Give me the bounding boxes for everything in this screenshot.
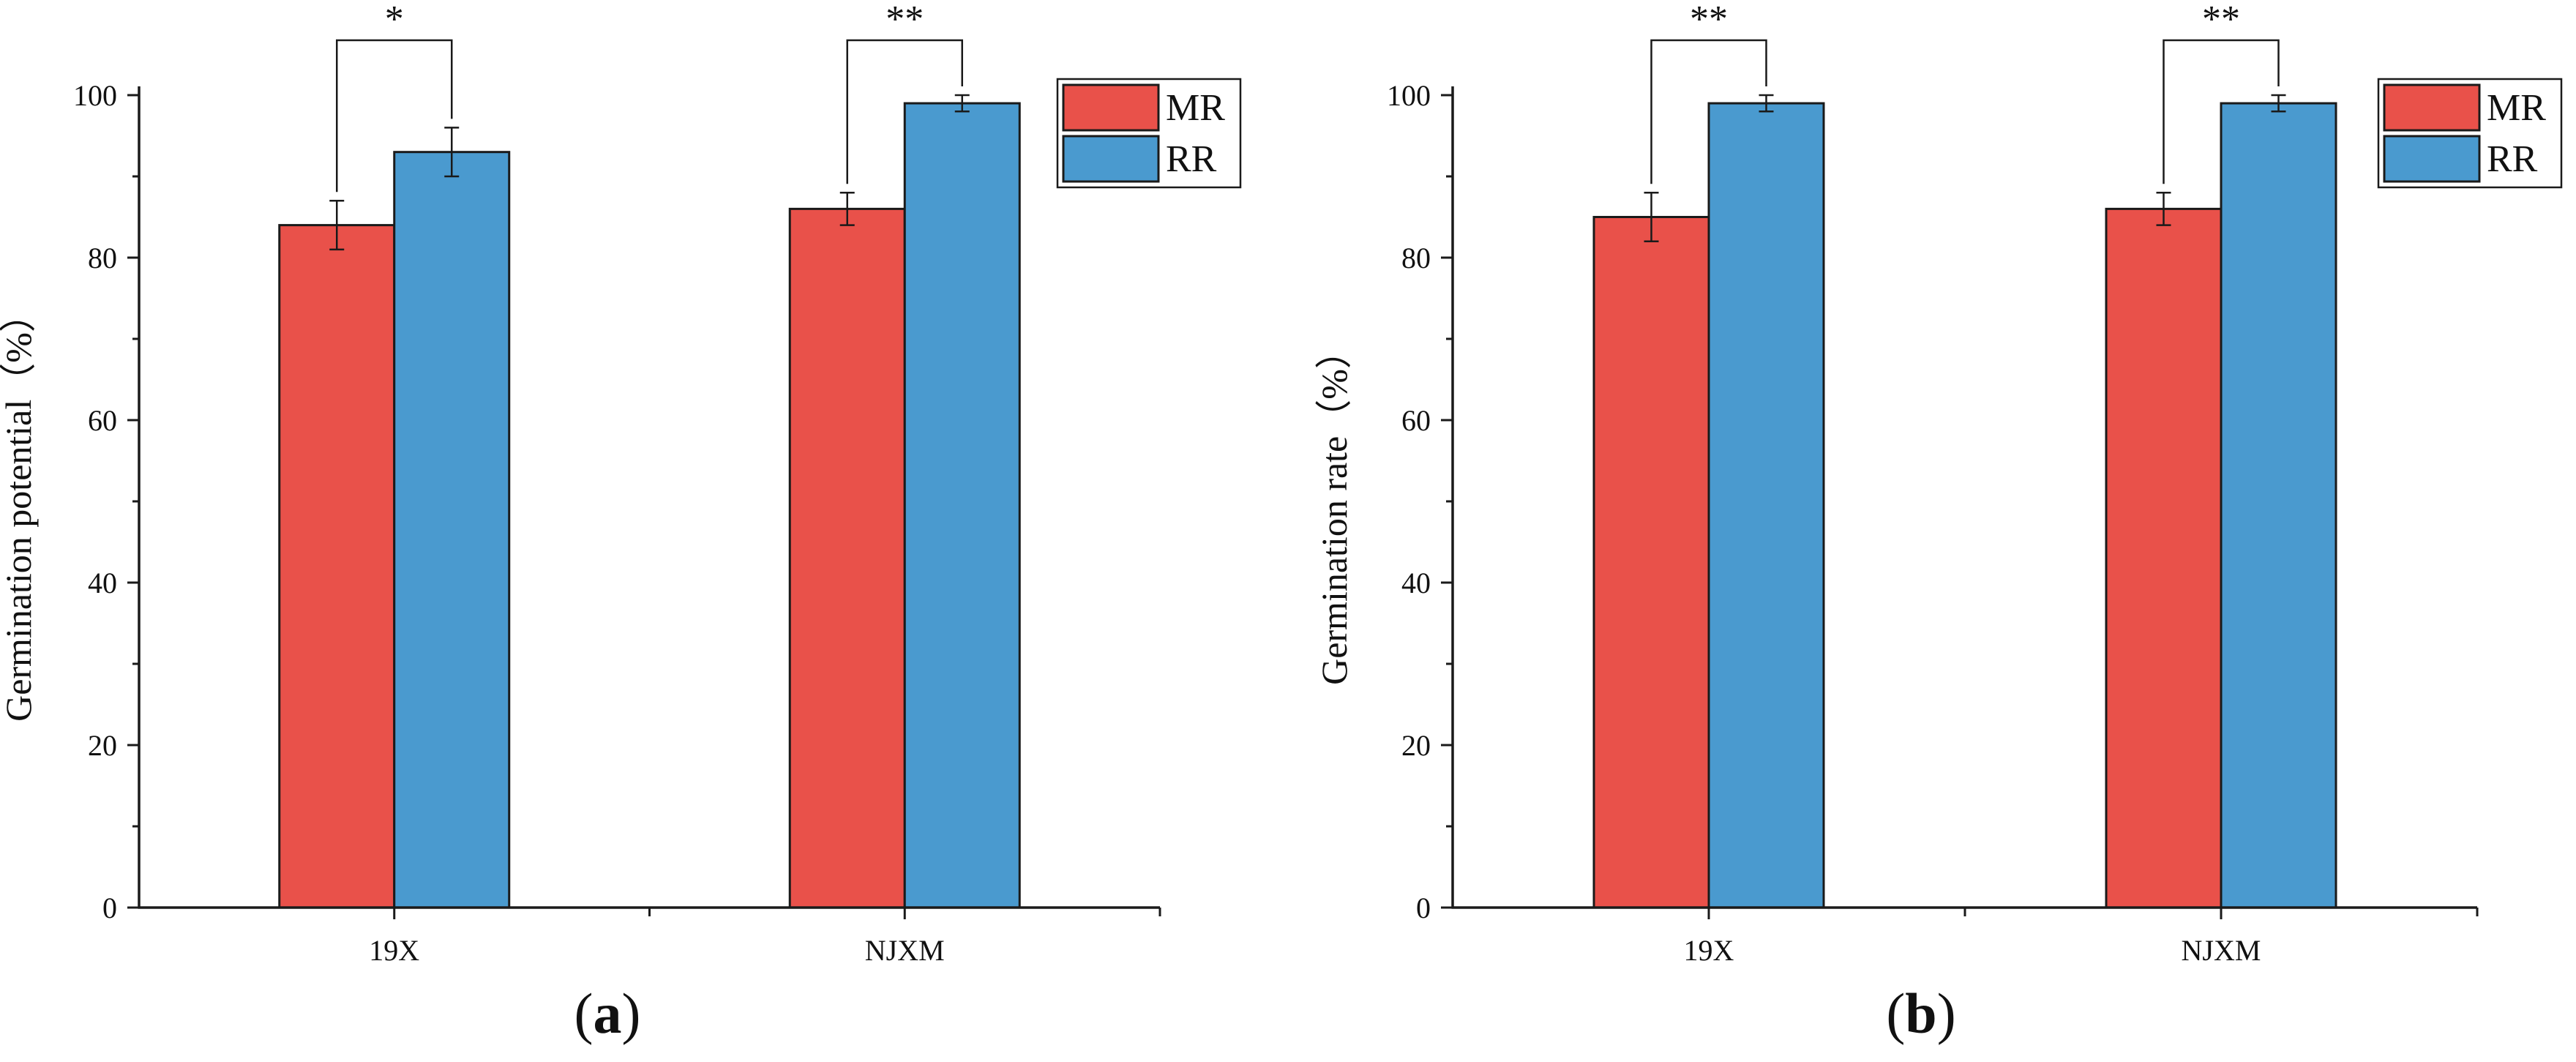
chart-b-svg: ** 19X ** NJXM 0 20 40 60 80 100 Germination rate（…: [1314, 0, 2563, 967]
legend: MR RR: [2377, 78, 2563, 189]
y-axis-label: Germination rate（%）: [1314, 332, 1355, 685]
legend-swatch-mr: [2383, 83, 2481, 132]
bar-rr-njxm: [903, 102, 1021, 909]
bar-rr-njxm: [2220, 102, 2337, 909]
y-tick-label-80: 80: [1401, 242, 1431, 274]
y-tick-label-60: 60: [88, 404, 117, 437]
caption-b: (b): [1886, 981, 1956, 1045]
legend-label-mr: MR: [1166, 87, 1225, 129]
legend-label-rr: RR: [1166, 138, 1217, 180]
legend-swatch-mr: [1062, 83, 1160, 132]
error-bar-rr-njxm: [2271, 94, 2286, 113]
x-tick-label-njxm: NJXM: [2182, 934, 2261, 967]
error-bar-mr-19x: [329, 200, 345, 251]
error-bar-rr-19x: [1759, 94, 1774, 113]
bar-mr-njxm: [2105, 207, 2223, 909]
legend-label-mr: MR: [2487, 87, 2546, 129]
significance-bracket-19x: [1650, 39, 1767, 184]
y-tick-label-80: 80: [88, 242, 117, 274]
legend: MR RR: [1056, 78, 1242, 189]
y-tick-label-20: 20: [88, 729, 117, 762]
error-bar-rr-njxm: [954, 94, 970, 113]
caption-b-letter: b: [1905, 981, 1937, 1045]
error-bar-mr-19x: [1644, 191, 1659, 243]
y-tick-label-100: 100: [1387, 79, 1431, 112]
bar-rr-19x: [393, 151, 511, 909]
error-bar-rr-19x: [444, 127, 460, 178]
y-tick-label-0: 0: [102, 891, 117, 924]
x-tick-label-19x: 19X: [1684, 934, 1734, 967]
y-tick-label-40: 40: [88, 566, 117, 599]
error-bar-mr-njxm: [839, 191, 855, 226]
y-tick-label-0: 0: [1416, 891, 1431, 924]
y-axis-label: Germination potential（%）: [0, 296, 39, 722]
caption-a: (a): [574, 981, 641, 1045]
bar-mr-19x: [1592, 216, 1710, 909]
significance-mark-njxm: **: [2202, 0, 2240, 40]
significance-mark-19x: *: [385, 0, 404, 40]
bar-mr-19x: [278, 224, 396, 909]
y-tick-label-40: 40: [1401, 566, 1431, 599]
x-tick-label-njxm: NJXM: [865, 934, 945, 967]
chart-a-svg: * 19X ** NJXM 0 20 40 60 80 100 Germination potent…: [0, 0, 1242, 967]
caption-a-letter: a: [593, 981, 622, 1045]
significance-bracket-19x: [336, 39, 453, 192]
legend-swatch-rr: [1062, 135, 1160, 183]
error-bar-mr-njxm: [2156, 191, 2171, 226]
y-tick-label-60: 60: [1401, 404, 1431, 437]
bar-rr-19x: [1707, 102, 1825, 909]
bar-mr-njxm: [788, 207, 906, 909]
x-tick-label-19x: 19X: [369, 934, 419, 967]
y-tick-label-20: 20: [1401, 729, 1431, 762]
chart-panel-b: ** 19X ** NJXM 0 20 40 60 80 100 Germination rate（…: [1288, 0, 2576, 1062]
significance-bracket-njxm: [846, 39, 963, 184]
legend-label-rr: RR: [2487, 138, 2538, 180]
y-tick-label-100: 100: [73, 79, 117, 112]
significance-bracket-njxm: [2163, 39, 2280, 184]
chart-panel-a: * 19X ** NJXM 0 20 40 60 80 100 Germination potent…: [0, 0, 1242, 1045]
legend-swatch-rr: [2383, 135, 2481, 183]
significance-mark-njxm: **: [886, 0, 924, 40]
significance-mark-19x: **: [1690, 0, 1728, 40]
